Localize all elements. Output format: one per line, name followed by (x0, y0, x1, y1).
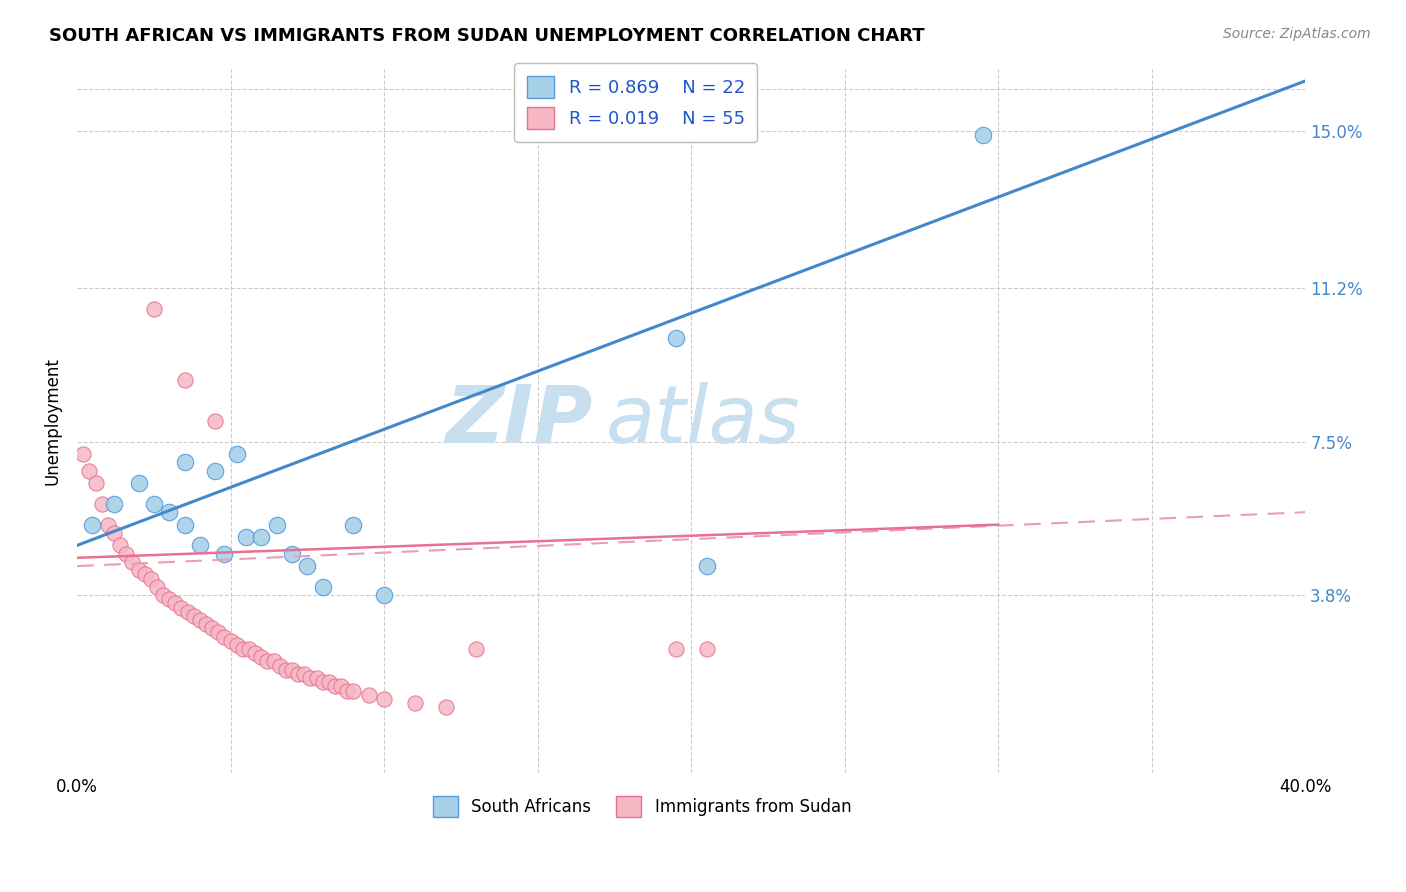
Point (84, 476, 107, 491)
Point (103, 525, 125, 540)
Text: ZIP: ZIP (446, 382, 593, 460)
Point (250, 650, 273, 665)
Point (373, 588, 395, 602)
Point (665, 331, 688, 345)
Point (201, 621, 224, 635)
Point (170, 600, 193, 615)
Point (121, 555, 143, 569)
Point (108, 538, 131, 552)
Point (204, 464, 226, 478)
Point (188, 613, 211, 627)
Point (225, 638, 247, 652)
Point (173, 372, 195, 386)
Point (103, 497, 125, 511)
Point (972, 128, 994, 142)
Point (225, 447, 247, 461)
Legend: South Africans, Immigrants from Sudan: South Africans, Immigrants from Sudan (425, 788, 859, 825)
Point (274, 663, 297, 677)
Point (434, 700, 457, 714)
Point (79, 464, 101, 478)
Point (465, 642, 488, 657)
Point (250, 530, 273, 544)
Point (214, 547, 236, 561)
Y-axis label: Unemployment: Unemployment (44, 357, 60, 485)
Point (665, 642, 688, 657)
Point (256, 655, 278, 669)
Point (90, 497, 112, 511)
Point (299, 671, 322, 685)
Point (176, 605, 198, 619)
Point (312, 580, 335, 594)
Point (165, 596, 187, 610)
Point (323, 679, 346, 693)
Point (82, 517, 104, 532)
Point (173, 517, 195, 532)
Point (157, 505, 180, 519)
Point (238, 642, 260, 657)
Point (263, 655, 285, 669)
Point (128, 476, 150, 491)
Point (373, 691, 395, 706)
Point (696, 559, 718, 574)
Point (297, 559, 319, 574)
Point (281, 663, 304, 677)
Point (115, 547, 138, 561)
Point (207, 625, 229, 640)
Point (404, 696, 426, 710)
Point (336, 683, 359, 698)
Point (142, 497, 165, 511)
Text: SOUTH AFRICAN VS IMMIGRANTS FROM SUDAN UNEMPLOYMENT CORRELATION CHART: SOUTH AFRICAN VS IMMIGRANTS FROM SUDAN U… (49, 27, 925, 45)
Point (696, 642, 718, 657)
Point (266, 517, 288, 532)
Point (281, 547, 304, 561)
Point (292, 667, 315, 681)
Point (152, 588, 174, 602)
Point (243, 646, 266, 660)
Point (128, 563, 150, 577)
Point (157, 592, 180, 607)
Point (232, 642, 254, 657)
Point (342, 683, 364, 698)
Point (312, 675, 335, 690)
Point (72, 447, 94, 461)
Point (219, 633, 242, 648)
Point (142, 301, 165, 316)
Point (97, 517, 120, 532)
Text: atlas: atlas (605, 382, 800, 460)
Point (305, 671, 328, 685)
Text: Source: ZipAtlas.com: Source: ZipAtlas.com (1223, 27, 1371, 41)
Point (204, 414, 226, 428)
Point (235, 530, 257, 544)
Point (318, 675, 340, 690)
Point (342, 517, 364, 532)
Point (173, 455, 195, 469)
Point (287, 667, 309, 681)
Point (330, 679, 353, 693)
Point (134, 567, 156, 582)
Point (139, 572, 162, 586)
Point (214, 630, 236, 644)
Point (357, 688, 380, 702)
Point (146, 580, 169, 594)
Point (188, 538, 211, 552)
Point (195, 617, 218, 632)
Point (269, 658, 291, 673)
Point (183, 608, 205, 623)
